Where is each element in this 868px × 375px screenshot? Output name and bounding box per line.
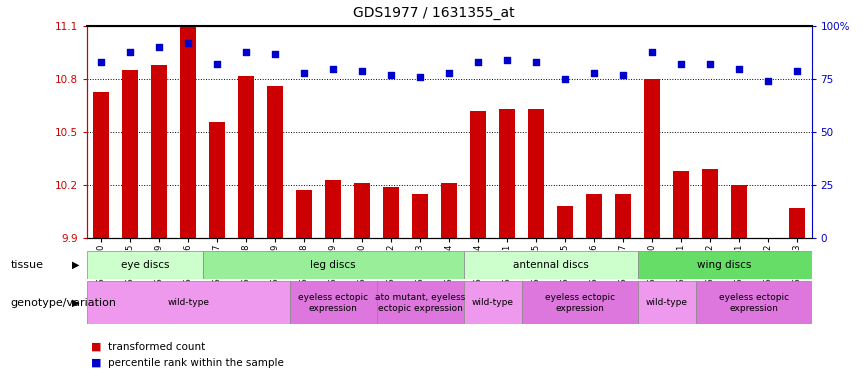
Point — [181, 40, 195, 46]
Point — [443, 70, 457, 76]
Bar — [354, 183, 370, 238]
Bar — [122, 70, 138, 238]
Bar — [326, 180, 341, 238]
Bar — [615, 194, 631, 238]
Bar — [209, 122, 225, 238]
Text: leg discs: leg discs — [311, 260, 356, 270]
Bar — [384, 187, 399, 238]
Bar — [441, 183, 457, 238]
Point — [210, 62, 224, 68]
Text: tissue: tissue — [10, 260, 43, 270]
Text: ■: ■ — [91, 358, 102, 368]
Text: wild-type: wild-type — [168, 298, 209, 307]
Text: genotype/variation: genotype/variation — [10, 298, 116, 307]
Text: eyeless ectopic
expression: eyeless ectopic expression — [719, 293, 789, 312]
Text: transformed count: transformed count — [108, 342, 206, 352]
Text: eyeless ectopic
expression: eyeless ectopic expression — [544, 293, 615, 312]
Bar — [638, 281, 695, 324]
Bar — [296, 190, 312, 238]
Bar — [586, 194, 602, 238]
Bar — [267, 86, 283, 238]
Point — [297, 70, 312, 76]
Point — [645, 49, 659, 55]
Text: ■: ■ — [91, 342, 102, 352]
Point — [587, 70, 601, 76]
Bar — [529, 109, 544, 238]
Bar — [239, 76, 254, 238]
Point — [500, 57, 514, 63]
Point — [616, 72, 630, 78]
Bar — [87, 251, 203, 279]
Bar — [94, 92, 109, 238]
Point — [240, 49, 253, 55]
Text: ▶: ▶ — [72, 298, 80, 307]
Point — [471, 59, 485, 65]
Bar — [412, 194, 428, 238]
Point — [558, 76, 572, 82]
Point — [674, 62, 688, 68]
Text: GDS1977 / 1631355_at: GDS1977 / 1631355_at — [353, 6, 515, 20]
Point — [385, 72, 398, 78]
Point — [790, 68, 804, 74]
Text: percentile rank within the sample: percentile rank within the sample — [108, 358, 285, 368]
Bar — [470, 111, 486, 238]
Bar — [638, 251, 812, 279]
Point — [355, 68, 369, 74]
Text: wing discs: wing discs — [697, 260, 752, 270]
Point — [153, 45, 167, 51]
Bar — [203, 251, 464, 279]
Bar — [151, 65, 168, 238]
Point — [732, 66, 746, 72]
Point — [123, 49, 137, 55]
Bar — [731, 185, 747, 238]
Bar — [181, 26, 196, 238]
Text: wild-type: wild-type — [471, 298, 514, 307]
Point — [95, 59, 108, 65]
Point — [326, 66, 340, 72]
Bar — [499, 109, 515, 238]
Text: eyeless ectopic
expression: eyeless ectopic expression — [299, 293, 368, 312]
Bar — [464, 281, 522, 324]
Point — [268, 51, 282, 57]
Point — [703, 62, 717, 68]
Bar — [789, 208, 805, 238]
Bar — [464, 251, 638, 279]
Bar — [557, 206, 573, 238]
Bar — [290, 281, 377, 324]
Bar — [522, 281, 638, 324]
Point — [413, 74, 427, 80]
Text: wild-type: wild-type — [646, 298, 687, 307]
Text: eye discs: eye discs — [121, 260, 169, 270]
Bar — [702, 169, 718, 238]
Bar — [377, 281, 464, 324]
Bar — [87, 281, 290, 324]
Text: ato mutant, eyeless
ectopic expression: ato mutant, eyeless ectopic expression — [375, 293, 465, 312]
Bar — [644, 79, 660, 238]
Bar — [674, 171, 689, 238]
Bar — [695, 281, 812, 324]
Point — [761, 78, 775, 84]
Point — [529, 59, 543, 65]
Text: antennal discs: antennal discs — [513, 260, 589, 270]
Text: ▶: ▶ — [72, 260, 80, 270]
